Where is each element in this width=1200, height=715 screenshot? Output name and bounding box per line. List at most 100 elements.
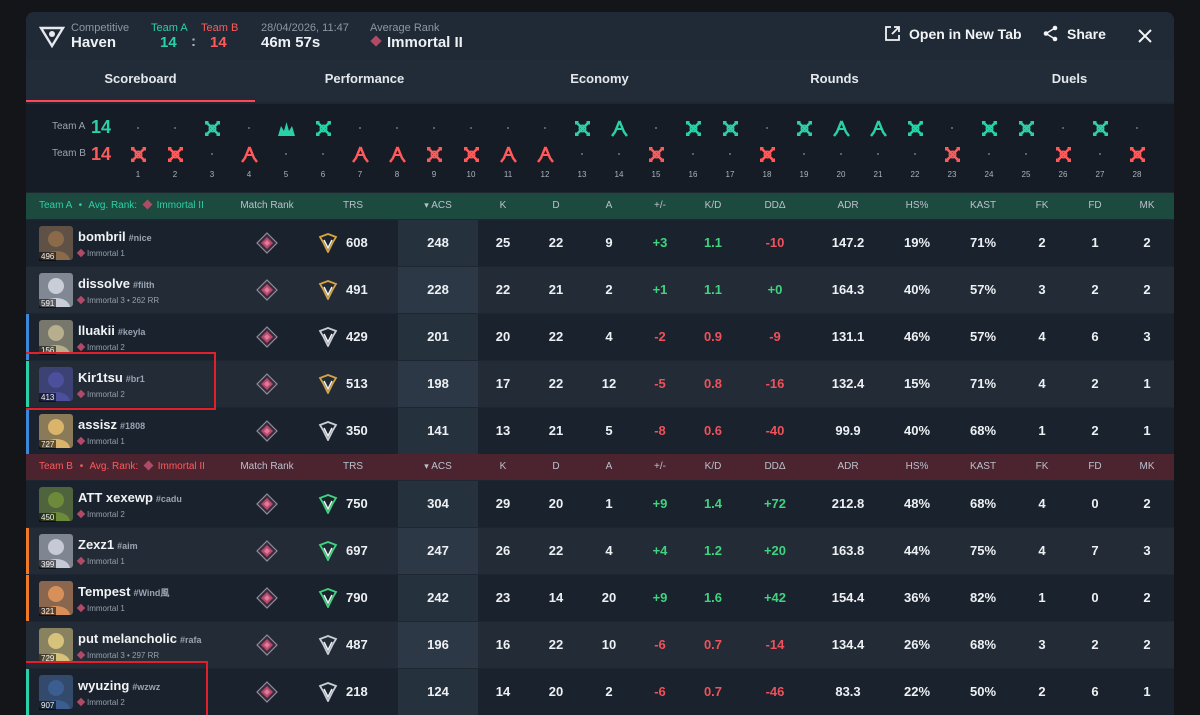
column-header-d[interactable]: D [552, 461, 560, 472]
round-detonate-icon[interactable] [276, 118, 296, 138]
player-row[interactable]: 413 Kir1tsu #br1 Immortal 2 513 198 17 22 12 -5 0.… [26, 361, 1174, 407]
close-icon[interactable] [1138, 29, 1152, 43]
round-elim-icon[interactable] [794, 118, 814, 138]
round-number: 20 [836, 170, 846, 179]
tab-scoreboard[interactable]: Scoreboard [26, 60, 255, 102]
round-elim-icon[interactable] [572, 118, 592, 138]
round-elim-icon[interactable] [1053, 144, 1073, 164]
round-elim-icon[interactable] [720, 118, 740, 138]
stat-k: 25 [495, 235, 511, 250]
tab-economy[interactable]: Economy [570, 71, 629, 86]
player-row[interactable]: 727 assisz #1808 Immortal 1 350 141 13 21 5 -8 0.6… [26, 408, 1174, 454]
round-elim-icon[interactable] [313, 118, 333, 138]
column-header-fd[interactable]: FD [1088, 461, 1102, 472]
column-header-hs[interactable]: HS% [905, 200, 929, 211]
column-header-match-rank[interactable]: Match Rank [240, 200, 294, 211]
round-empty-dot [313, 144, 333, 164]
round-defuse-icon[interactable] [868, 118, 888, 138]
column-header-mk[interactable]: MK [1139, 461, 1155, 472]
tab-rounds[interactable]: Rounds [810, 71, 859, 86]
column-header-mk[interactable]: MK [1139, 200, 1155, 211]
player-name[interactable]: Tempest #Wind風 [78, 584, 170, 599]
round-elim-icon[interactable] [1127, 144, 1147, 164]
stat-kast: 57% [969, 282, 997, 297]
round-defuse-icon[interactable] [239, 144, 259, 164]
player-row[interactable]: 591 dissolve #filth Immortal 3 • 262 RR 491 2… [26, 267, 1174, 313]
player-level: 591 [39, 299, 57, 308]
column-header-k[interactable]: K [499, 200, 507, 211]
player-row[interactable]: 450 ATT xexewp #cadu Immortal 2 750 304 29 20 1 +… [26, 481, 1174, 527]
round-elim-icon[interactable] [683, 118, 703, 138]
column-header-kast[interactable]: KAST [969, 200, 997, 211]
round-defuse-icon[interactable] [535, 144, 555, 164]
column-header-trs[interactable]: TRS [343, 200, 363, 211]
column-header-hs[interactable]: HS% [905, 461, 929, 472]
round-elim-icon[interactable] [202, 118, 222, 138]
player-row[interactable]: 399 Zexz1 #aim Immortal 1 697 247 26 22 4 +4 1.2 +2… [26, 528, 1174, 574]
round-defuse-icon[interactable] [609, 118, 629, 138]
column-header-acs[interactable]: ▾ ACS [424, 461, 452, 472]
open-in-new-tab-button[interactable]: Open in New Tab [884, 25, 1022, 42]
share-button[interactable]: Share [1042, 25, 1106, 42]
round-empty-dot [165, 118, 185, 138]
stat-acs: 228 [427, 282, 449, 297]
column-header-kast[interactable]: KAST [969, 461, 997, 472]
player-name[interactable]: ATT xexewp #cadu [78, 490, 182, 505]
player-tag: #1808 [120, 421, 146, 431]
player-name[interactable]: lluakii #keyla [78, 323, 146, 338]
player-name[interactable]: dissolve #filth [78, 276, 155, 291]
stat-d: 22 [548, 376, 564, 391]
column-header-match-rank[interactable]: Match Rank [240, 461, 294, 472]
round-defuse-icon[interactable] [831, 118, 851, 138]
player-name[interactable]: Zexz1 #aim [78, 537, 138, 552]
column-header-acs[interactable]: ▾ ACS [424, 200, 452, 211]
column-header-adr[interactable]: ADR [837, 461, 859, 472]
player-row[interactable]: 729 put melancholic #rafa Immortal 3 • 297 … [26, 622, 1174, 668]
column-header-k[interactable]: K [499, 461, 507, 472]
round-elim-icon[interactable] [1090, 118, 1110, 138]
player-row[interactable]: 496 bombril #nice Immortal 1 608 248 25 22 9 +3 1.… [26, 220, 1174, 266]
column-header-trs[interactable]: TRS [343, 461, 363, 472]
round-elim-icon[interactable] [757, 144, 777, 164]
player-name[interactable]: Kir1tsu #br1 [78, 370, 145, 385]
player-name[interactable]: wyuzing #wzwz [78, 678, 161, 693]
round-elim-icon[interactable] [1016, 118, 1036, 138]
column-header-d[interactable]: D [552, 200, 560, 211]
round-defuse-icon[interactable] [350, 144, 370, 164]
player-name[interactable]: bombril #nice [78, 229, 152, 244]
column-header-k-d[interactable]: K/D [704, 461, 722, 472]
share-label: Share [1067, 25, 1106, 42]
player-row[interactable]: 907 wyuzing #wzwz Immortal 2 218 124 14 20 2 -6 0.… [26, 669, 1174, 715]
round-elim-icon[interactable] [905, 118, 925, 138]
tab-duels[interactable]: Duels [1051, 71, 1088, 86]
round-elim-icon[interactable] [646, 144, 666, 164]
round-elim-icon[interactable] [424, 144, 444, 164]
column-header-dd[interactable]: DDΔ [764, 200, 786, 211]
stat-d: 22 [548, 329, 564, 344]
round-elim-icon[interactable] [165, 144, 185, 164]
round-number: 21 [873, 170, 883, 179]
round-elim-icon[interactable] [979, 118, 999, 138]
column-header-adr[interactable]: ADR [837, 200, 859, 211]
player-name[interactable]: assisz #1808 [78, 417, 146, 432]
column-header-dd[interactable]: DDΔ [764, 461, 786, 472]
game-logo-icon [39, 26, 65, 49]
player-row[interactable]: 156 lluakii #keyla Immortal 2 429 201 20 22 4 -2 0… [26, 314, 1174, 360]
column-header-[interactable]: +/- [654, 200, 666, 211]
column-header-a[interactable]: A [605, 461, 613, 472]
tab-performance[interactable]: Performance [324, 71, 405, 86]
acs-column-bg [398, 481, 478, 527]
column-header-fk[interactable]: FK [1035, 461, 1049, 472]
column-header-fd[interactable]: FD [1088, 200, 1102, 211]
round-defuse-icon[interactable] [498, 144, 518, 164]
round-elim-icon[interactable] [461, 144, 481, 164]
player-row[interactable]: 321 Tempest #Wind風 Immortal 1 790 242 23 14 20 +9… [26, 575, 1174, 621]
column-header-k-d[interactable]: K/D [704, 200, 722, 211]
round-elim-icon[interactable] [942, 144, 962, 164]
column-header-fk[interactable]: FK [1035, 200, 1049, 211]
column-header-[interactable]: +/- [654, 461, 666, 472]
round-defuse-icon[interactable] [387, 144, 407, 164]
column-header-a[interactable]: A [605, 200, 613, 211]
round-elim-icon[interactable] [128, 144, 148, 164]
player-name[interactable]: put melancholic #rafa [78, 631, 202, 646]
